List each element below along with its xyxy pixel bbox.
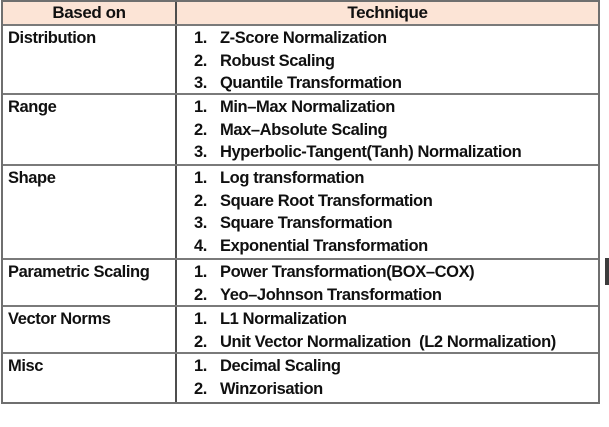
techniques-cell: 1. Log transformation 2. Square Root Trans… [177,166,598,258]
column-header-based-on-label: Based on [52,3,126,22]
category-label: Vector Norms [8,310,111,328]
technique-item: 1. Decimal Scaling [194,355,596,378]
technique-number: 1. [194,29,207,47]
technique-label: Winzorisation [220,379,323,398]
column-header-technique-label: Technique [347,3,428,22]
technique-number: 2. [194,332,207,351]
category-label: Range [8,98,57,116]
table-row-parametric-scaling: Parametric Scaling 1. Power Transformatio… [3,258,598,305]
technique-label: Max–Absolute Scaling [220,120,388,139]
technique-number: 1. [194,310,207,328]
technique-item: 1. Z-Score Normalization [194,27,596,50]
technique-number: 2. [194,51,207,70]
technique-label: Z-Score Normalization [220,29,387,47]
technique-number: 1. [194,263,207,281]
category-cell: Distribution [3,26,177,93]
technique-label: Unit Vector Normalization (L2 Normalizat… [220,332,556,351]
column-header-based-on: Based on [3,2,177,24]
technique-label: Power Transformation(BOX–COX) [220,263,475,281]
category-label: Parametric Scaling [8,263,150,281]
technique-number: 2. [194,191,207,210]
technique-item: 2. Max–Absolute Scaling [194,119,596,142]
technique-item: 2. Yeo–Johnson Transformation [194,284,596,307]
technique-item: 1. Power Transformation(BOX–COX) [194,261,596,284]
techniques-cell: 1. Min–Max Normalization 2. Max–Absolute S… [177,95,598,164]
category-cell: Misc [3,354,177,402]
technique-number: 2. [194,285,207,304]
category-label: Misc [8,357,44,375]
technique-item: 2. Robust Scaling [194,50,596,73]
technique-label: Min–Max Normalization [220,98,395,116]
category-cell: Parametric Scaling [3,260,177,305]
column-header-technique: Technique [177,2,598,24]
techniques-cell: 1. Decimal Scaling 2. Winzorisation [177,354,598,402]
technique-item: 2. Square Root Transformation [194,190,596,213]
category-label: Distribution [8,29,96,47]
technique-number: 1. [194,169,207,187]
screen-edge-artifact [605,258,609,285]
table-header-row: Based on Technique [3,2,598,24]
category-cell: Range [3,95,177,164]
technique-label: Hyperbolic-Tangent(Tanh) Normalization [220,143,522,162]
technique-number: 3. [194,143,207,162]
techniques-cell: 1. Z-Score Normalization 2. Robust Scaling… [177,26,598,93]
technique-number: 3. [194,74,207,93]
category-label: Shape [8,169,56,187]
table-row-misc: Misc 1. Decimal Scaling 2. Winzorisation [3,352,598,402]
technique-number: 3. [194,214,207,233]
technique-label: Log transformation [220,169,365,187]
technique-label: Robust Scaling [220,51,335,70]
category-cell: Shape [3,166,177,258]
technique-item: 1. Log transformation [194,167,596,190]
techniques-cell: 1. Power Transformation(BOX–COX) 2. Yeo–Jo… [177,260,598,305]
technique-item: 1. L1 Normalization [194,308,596,331]
technique-number: 1. [194,357,207,375]
technique-number: 2. [194,379,207,398]
technique-label: Yeo–Johnson Transformation [220,285,442,304]
table-row-vector-norms: Vector Norms 1. L1 Normalization 2. Unit V… [3,305,598,352]
technique-item: 2. Winzorisation [194,378,596,401]
technique-label: Square Transformation [220,214,393,233]
technique-label: Square Root Transformation [220,191,433,210]
technique-item: 3. Square Transformation [194,212,596,235]
table-row-range: Range 1. Min–Max Normalization 2. Max–Abso… [3,93,598,164]
technique-label: Quantile Transformation [220,74,402,93]
technique-item: 4. Exponential Transformation [194,235,596,258]
category-cell: Vector Norms [3,307,177,352]
technique-item: 3. Hyperbolic-Tangent(Tanh) Normalization [194,141,596,164]
technique-label: L1 Normalization [220,310,347,328]
technique-item: 3. Quantile Transformation [194,72,596,95]
table-row-distribution: Distribution 1. Z-Score Normalization 2. R… [3,24,598,93]
technique-item: 1. Min–Max Normalization [194,96,596,119]
technique-number: 4. [194,236,207,255]
normalization-techniques-table: Based on Technique Distribution 1. Z-Scor… [1,0,600,404]
technique-number: 2. [194,120,207,139]
technique-label: Decimal Scaling [220,357,341,375]
technique-item: 2. Unit Vector Normalization (L2 Normaliz… [194,331,596,354]
technique-label: Exponential Transformation [220,236,428,255]
table-row-shape: Shape 1. Log transformation 2. Square Root… [3,164,598,258]
techniques-cell: 1. L1 Normalization 2. Unit Vector Normali… [177,307,598,352]
technique-number: 1. [194,98,207,116]
